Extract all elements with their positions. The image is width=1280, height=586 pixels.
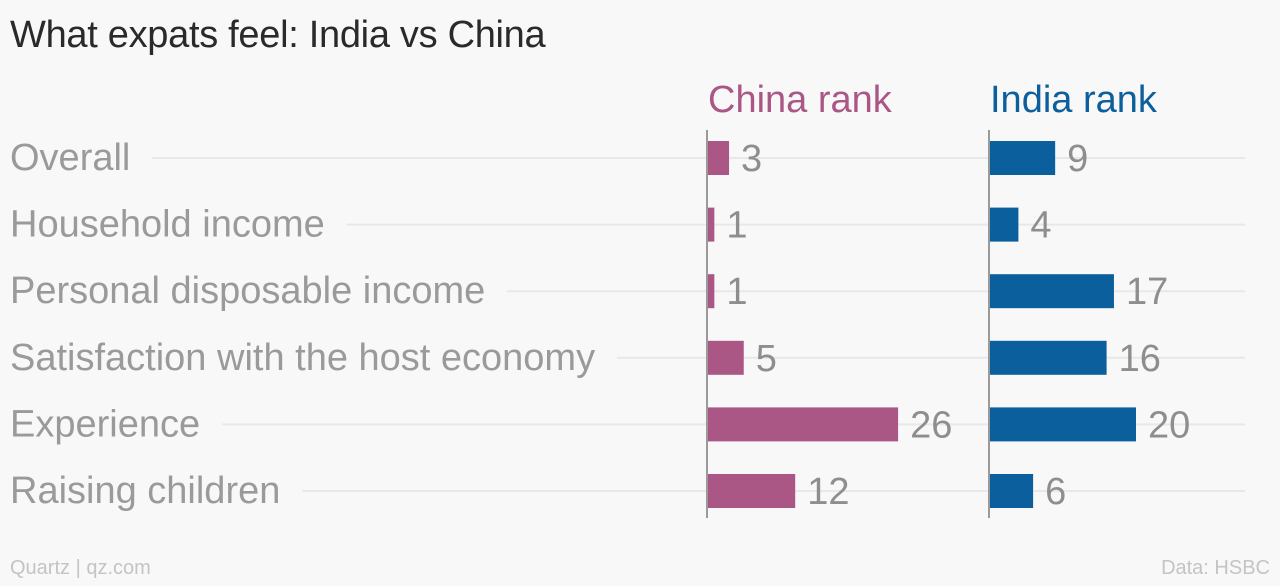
india-bar [989, 207, 1019, 242]
china-bar [707, 207, 715, 242]
category-label: Raising children [10, 470, 280, 512]
chart-title: What expats feel: India vs China [10, 14, 546, 56]
china-value-label: 12 [807, 471, 849, 513]
india-value-label: 17 [1126, 271, 1168, 313]
china-bar [707, 474, 796, 508]
india-value-label: 20 [1148, 404, 1190, 446]
india-bar [989, 274, 1114, 309]
india-bar [989, 407, 1136, 442]
china-bar [707, 407, 899, 442]
india-bar [989, 474, 1034, 508]
china-bar [707, 141, 730, 175]
category-label: Overall [10, 137, 130, 179]
category-label: Household income [10, 204, 325, 246]
china-bar [707, 340, 744, 375]
category-label: Experience [10, 403, 200, 445]
india-bar [989, 141, 1056, 175]
india-rank-header: India rank [990, 79, 1158, 121]
china-bar [707, 274, 715, 309]
china-value-label: 3 [741, 138, 762, 180]
india-value-label: 16 [1119, 338, 1161, 380]
china-value-label: 1 [726, 205, 747, 247]
china-value-label: 26 [910, 404, 952, 446]
category-label: Satisfaction with the host economy [10, 337, 595, 379]
india-value-label: 4 [1030, 205, 1051, 247]
india-bar [989, 340, 1107, 375]
category-label: Personal disposable income [10, 270, 485, 312]
china-rank-header: China rank [708, 79, 893, 121]
china-value-label: 1 [726, 271, 747, 313]
india-value-label: 9 [1067, 138, 1088, 180]
footer-source-left: Quartz | qz.com [10, 557, 151, 579]
india-value-label: 6 [1045, 471, 1066, 513]
footer-source-right: Data: HSBC [1161, 557, 1270, 579]
china-value-label: 5 [756, 338, 777, 380]
